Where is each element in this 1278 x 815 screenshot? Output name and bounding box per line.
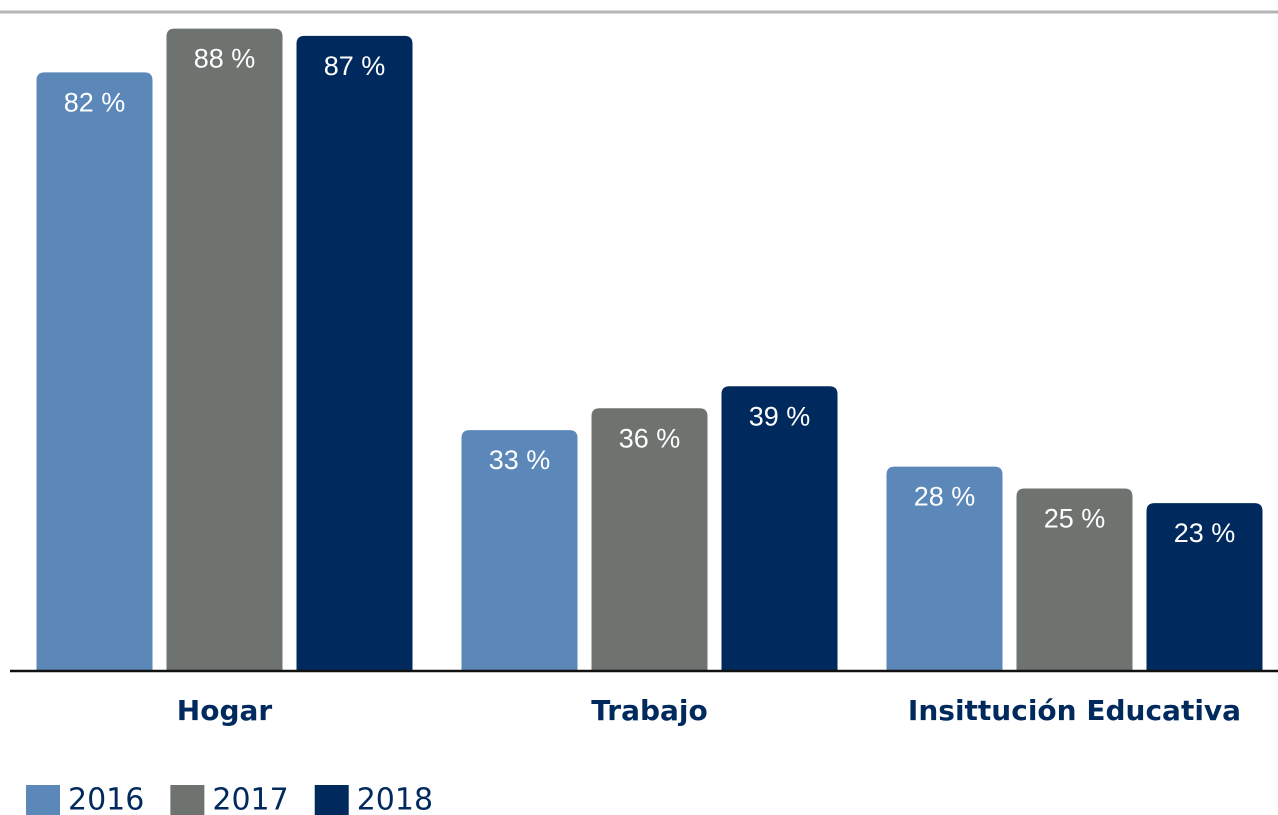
value-label: 25 % <box>1044 504 1106 534</box>
bar <box>1146 503 1263 671</box>
x-tick-label: Hogar <box>177 694 273 727</box>
value-label: 87 % <box>324 51 386 81</box>
value-label: 82 % <box>64 88 126 118</box>
value-label: 28 % <box>914 482 976 512</box>
x-tick-label: Insittución Educativa <box>908 694 1241 727</box>
legend-swatch <box>26 785 60 815</box>
bar <box>1016 488 1133 671</box>
legend-label: 2016 <box>68 783 144 815</box>
bar <box>36 72 153 671</box>
value-label: 33 % <box>489 445 551 475</box>
bar <box>166 28 283 672</box>
value-label: 88 % <box>194 44 256 74</box>
value-label: 39 % <box>749 401 811 431</box>
value-label: 23 % <box>1174 518 1236 548</box>
legend-swatch <box>170 785 205 815</box>
bar <box>591 408 708 671</box>
x-tick-label: Trabajo <box>591 694 708 727</box>
bar <box>296 35 413 671</box>
legend-label: 2018 <box>357 783 433 815</box>
bar <box>461 430 578 671</box>
bar <box>721 386 838 671</box>
legend-label: 2017 <box>212 783 288 815</box>
bar <box>886 466 1003 671</box>
value-label: 36 % <box>619 423 681 453</box>
legend-swatch <box>314 785 349 815</box>
